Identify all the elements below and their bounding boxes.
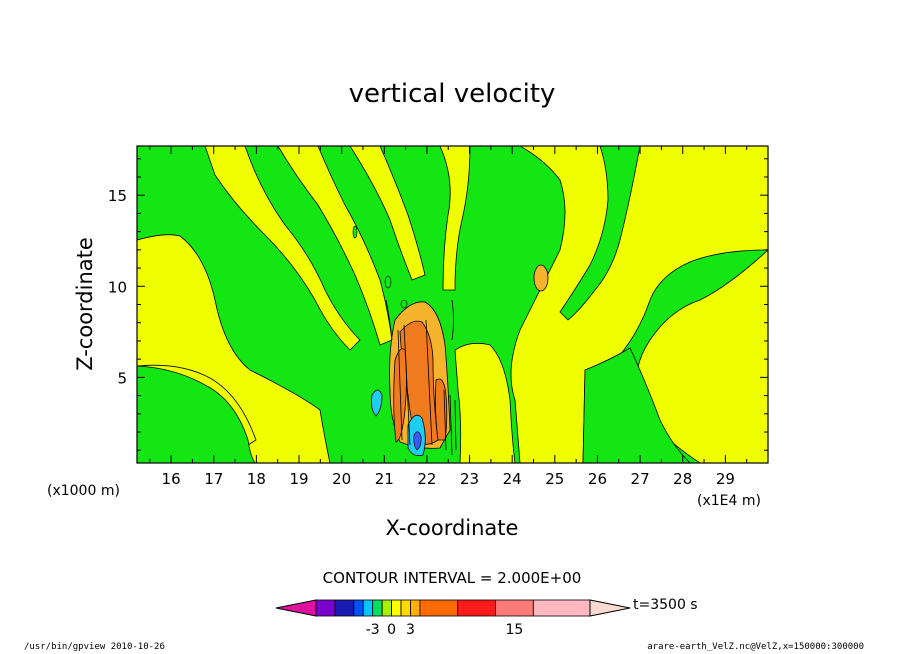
yellow-stripe-upper-left	[204, 146, 361, 351]
colorbar-tick-label: 15	[505, 622, 523, 638]
contour-interval-label: CONTOUR INTERVAL = 2.000E+00	[323, 569, 582, 587]
x-tick-label: 28	[673, 470, 692, 488]
colorbar-swatch	[362, 599, 374, 617]
x-axis-label: X-coordinate	[386, 516, 519, 540]
colorbar-arrow-low	[275, 599, 317, 617]
speck-3	[400, 299, 408, 309]
colorbar-arrow-high	[589, 599, 631, 617]
colorbar-tick-label: 0	[387, 622, 396, 638]
x-unit-left-label: (x1000 m)	[47, 483, 120, 499]
colorbar-swatch	[315, 599, 336, 617]
x-tick-label: 23	[460, 470, 479, 488]
x-tick-label: 17	[204, 470, 223, 488]
green-region-right	[559, 146, 641, 321]
speck-2	[384, 275, 392, 289]
colorbar-tick-label: 3	[406, 622, 415, 638]
colorbar-swatch	[334, 599, 355, 617]
chart-title: vertical velocity	[349, 79, 556, 109]
x-tick-label: 29	[716, 470, 735, 488]
green-region-lower-right	[582, 347, 691, 463]
x-tick-label: 25	[545, 470, 564, 488]
x-tick-label: 24	[503, 470, 522, 488]
y-tick-label: 15	[108, 187, 127, 205]
contour-field	[137, 146, 768, 463]
blue-patch-center	[413, 431, 422, 451]
yellow-stripe-right-upper	[439, 146, 471, 291]
time-label: t=3500 s	[633, 597, 698, 613]
colorbar-swatch	[400, 599, 411, 617]
y-tick-label: 5	[117, 369, 127, 387]
yellow-band-left-inner	[137, 365, 256, 463]
y-axis: 5 10 15	[108, 158, 768, 451]
yellow-region-lower-center	[454, 342, 516, 463]
colorbar: -3 0 3 15	[275, 599, 631, 638]
colorbar-swatch	[419, 599, 459, 617]
x-tick-label: 27	[631, 470, 650, 488]
y-tick-label: 10	[108, 278, 127, 296]
x-tick-label: 20	[332, 470, 351, 488]
colorbar-swatch	[391, 599, 402, 617]
colorbar-tick-label: -3	[366, 622, 380, 638]
colorbar-swatch	[532, 599, 591, 617]
colorbar-swatch	[495, 599, 534, 617]
contour-lines-core	[385, 299, 457, 456]
footer-left: /usr/bin/gpview 2010-10-26	[24, 642, 165, 652]
x-tick-label: 22	[417, 470, 436, 488]
x-unit-right-label: (x1E4 m)	[697, 493, 761, 509]
x-tick-label: 18	[247, 470, 266, 488]
y-axis-label: Z-coordinate	[73, 237, 97, 371]
speck-1	[352, 225, 358, 239]
x-tick-label: 19	[289, 470, 308, 488]
x-axis: 16 17 18 19 20 21 22 23 24 25 26 27 28 29	[149, 146, 748, 488]
colorbar-swatch	[372, 599, 383, 617]
x-tick-label: 16	[162, 470, 181, 488]
x-tick-label: 26	[588, 470, 607, 488]
orange-blob-upper-right	[533, 264, 549, 292]
x-tick-label: 21	[375, 470, 394, 488]
colorbar-swatch	[353, 599, 364, 617]
colorbar-swatch	[381, 599, 392, 617]
cyan-patch-left	[371, 389, 383, 417]
colorbar-swatch	[457, 599, 496, 617]
yellow-stripe-center	[349, 146, 426, 281]
colorbar-swatch	[410, 599, 421, 617]
footer-right: arare-earth_VelZ.nc@VelZ,x=150000:300000	[647, 642, 864, 652]
yellow-region-right	[510, 146, 768, 463]
